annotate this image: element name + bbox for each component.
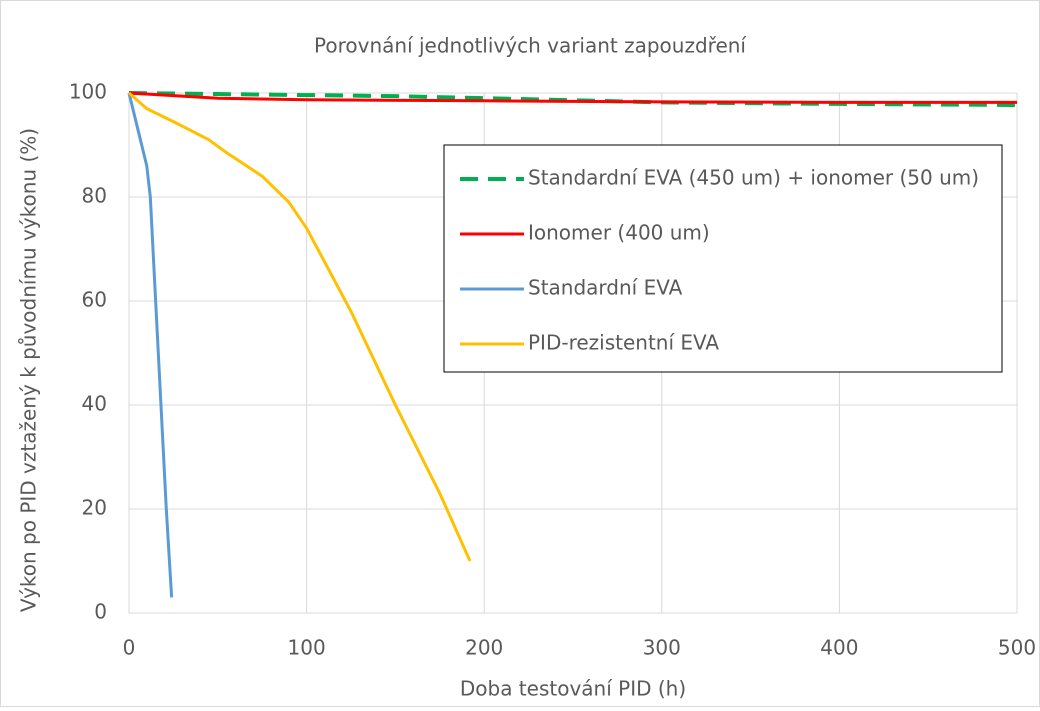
series-line bbox=[127, 92, 174, 598]
y-tick-label: 100 bbox=[69, 80, 107, 104]
x-tick-label: 500 bbox=[998, 636, 1036, 660]
y-tick-label: 0 bbox=[94, 600, 107, 624]
x-tick-label: 400 bbox=[820, 636, 858, 660]
legend-label: Standardní EVA bbox=[528, 276, 683, 300]
x-tick-label: 100 bbox=[288, 636, 326, 660]
y-tick-label: 20 bbox=[82, 496, 107, 520]
series-line bbox=[128, 91, 472, 562]
legend-box bbox=[443, 144, 1003, 373]
x-tick-label: 200 bbox=[465, 636, 503, 660]
legend-label: PID-rezistentní EVA bbox=[528, 331, 719, 355]
x-tick-label: 0 bbox=[123, 636, 136, 660]
series-line bbox=[128, 91, 1017, 104]
y-tick-label: 60 bbox=[82, 288, 107, 312]
y-tick-label: 40 bbox=[82, 392, 107, 416]
legend-label: Standardní EVA (450 um) + ionomer (50 um… bbox=[528, 166, 979, 190]
legend-label: Ionomer (400 um) bbox=[528, 221, 710, 245]
chart-title: Porovnání jednotlivých variant zapouzdře… bbox=[314, 34, 747, 58]
y-tick-label: 80 bbox=[82, 184, 107, 208]
x-axis-title: Doba testování PID (h) bbox=[460, 677, 686, 701]
y-axis-title: Výkon po PID vztažený k původnímu výkonu… bbox=[17, 128, 41, 612]
x-tick-label: 300 bbox=[643, 636, 681, 660]
